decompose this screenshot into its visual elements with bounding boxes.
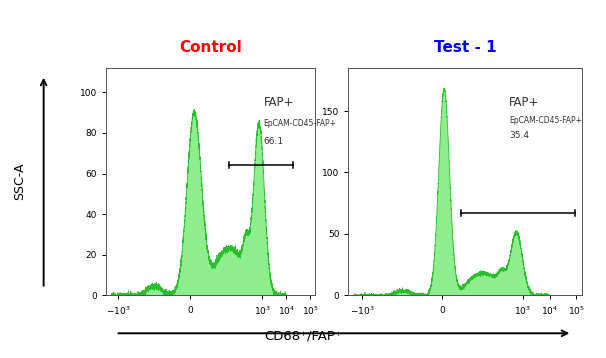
Text: SSC-A: SSC-A: [13, 162, 26, 199]
Text: CD68⁺/FAP⁺: CD68⁺/FAP⁺: [264, 330, 342, 343]
Text: 35.4: 35.4: [510, 131, 530, 140]
Text: EpCAM-CD45-FAP+: EpCAM-CD45-FAP+: [510, 116, 582, 125]
Text: EpCAM-CD45-FAP+: EpCAM-CD45-FAP+: [264, 119, 336, 128]
Text: FAP+: FAP+: [264, 96, 294, 110]
Text: FAP+: FAP+: [510, 96, 540, 109]
Text: 66.1: 66.1: [264, 137, 284, 146]
Text: Control: Control: [179, 40, 242, 55]
Text: Test - 1: Test - 1: [434, 40, 497, 55]
